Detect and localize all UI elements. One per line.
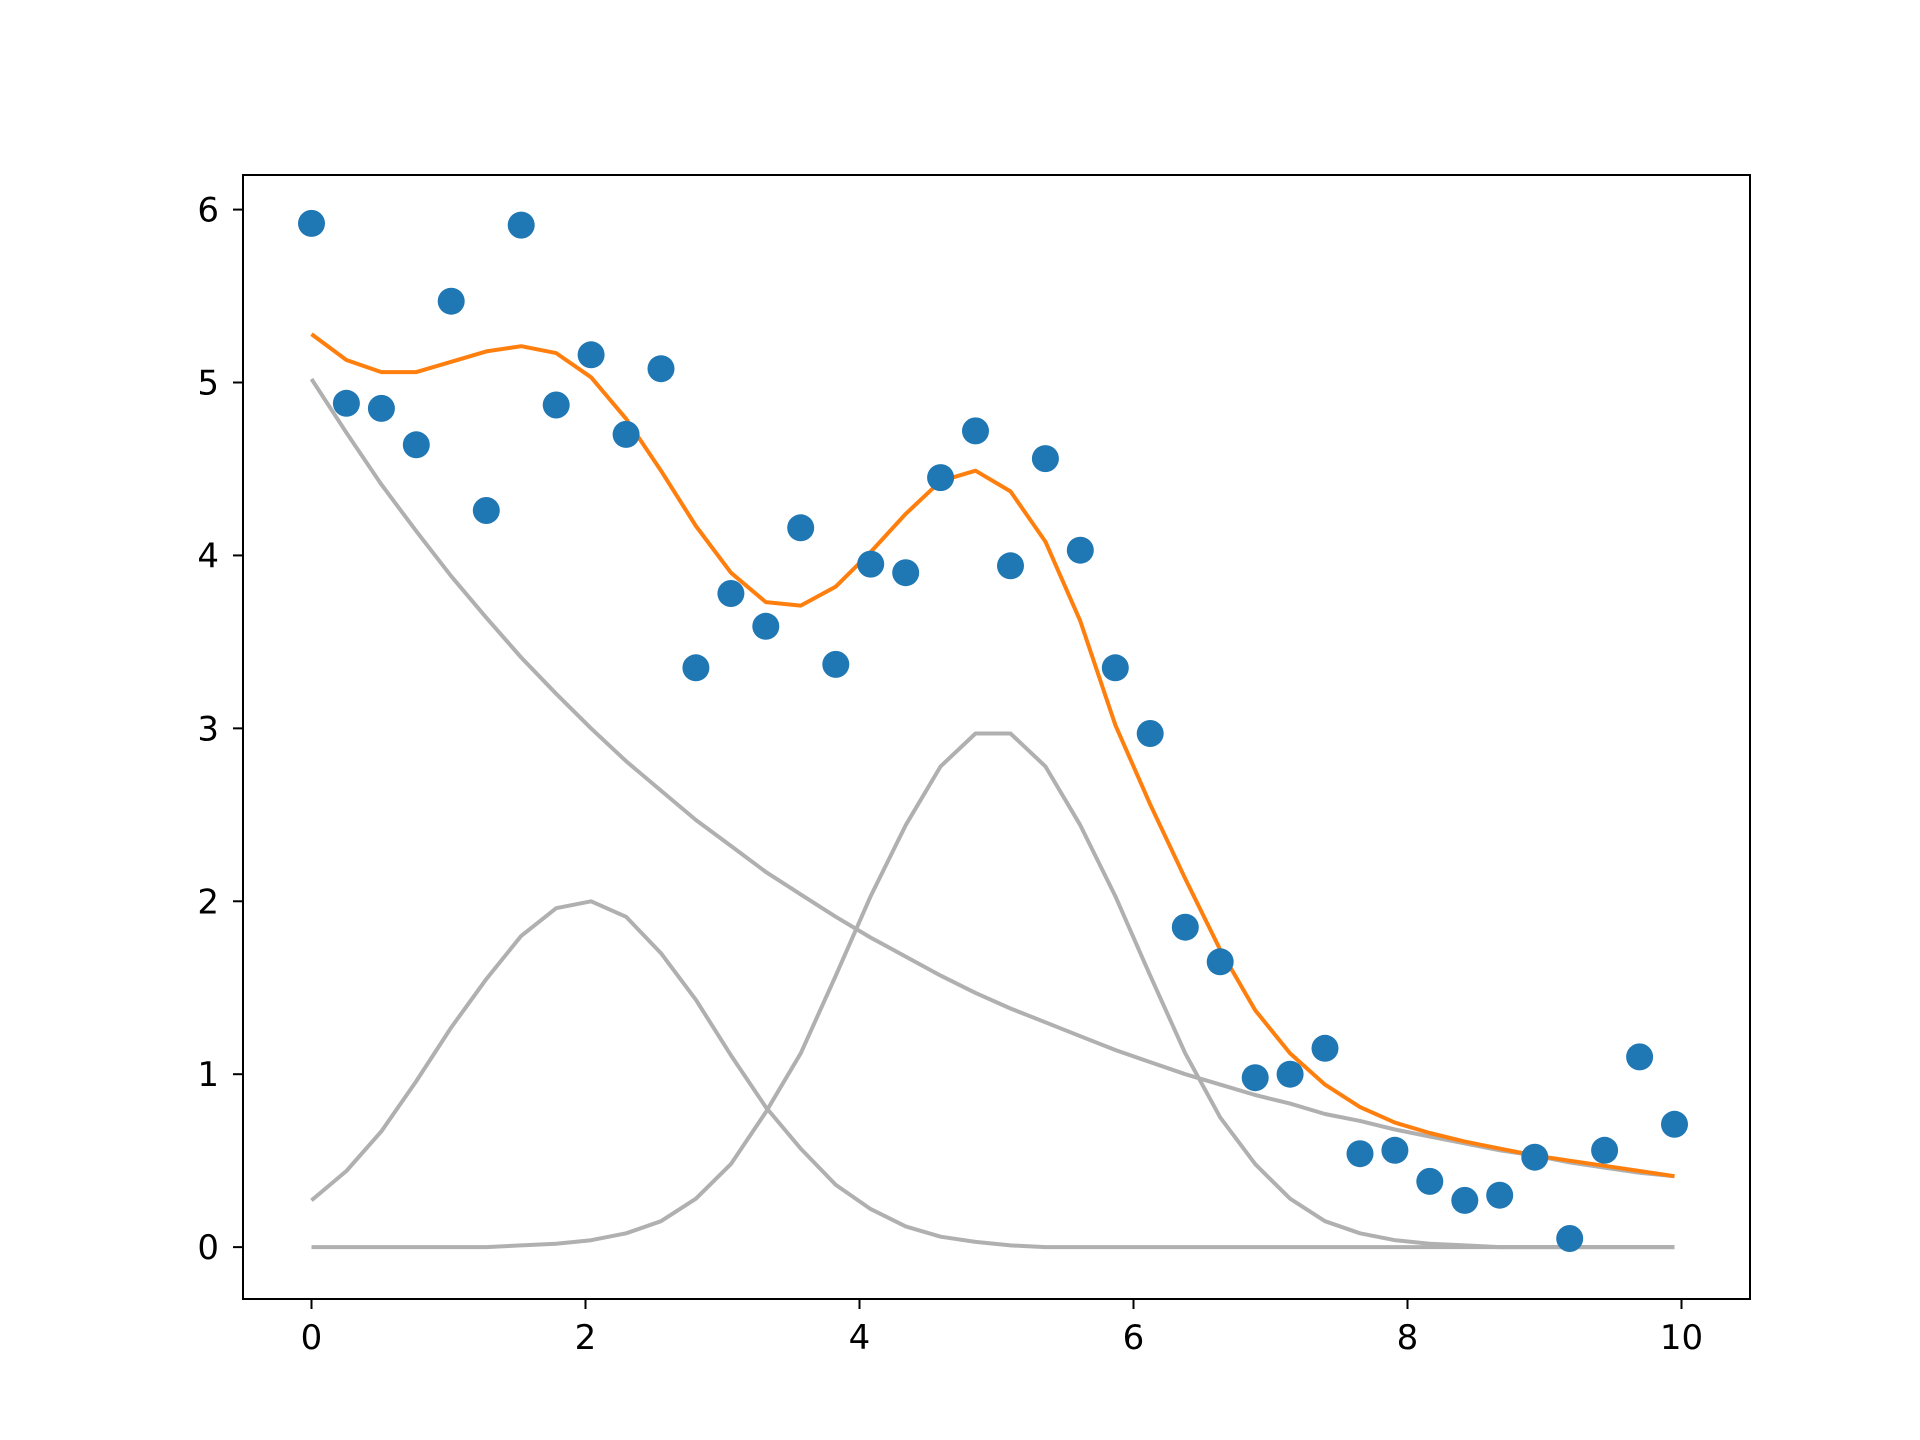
data-point (472, 497, 500, 524)
x-tick-label: 0 (301, 1318, 323, 1358)
data-point (332, 389, 360, 417)
data-point (752, 612, 780, 640)
data-point (1591, 1136, 1619, 1164)
x-tick-label: 2 (575, 1318, 597, 1358)
data-points (298, 209, 1688, 1252)
component-line-3 (311, 731, 1675, 1250)
data-point (1276, 1060, 1304, 1088)
data-point (1066, 536, 1094, 564)
data-point (367, 394, 395, 422)
x-tick-label: 4 (849, 1318, 871, 1358)
x-tick-label: 10 (1660, 1318, 1703, 1358)
data-point (892, 559, 920, 587)
x-tick-label: 6 (1123, 1318, 1145, 1358)
data-point (1346, 1140, 1374, 1168)
y-tick-label: 0 (197, 1228, 219, 1268)
x-tick-label: 8 (1397, 1318, 1419, 1358)
data-point (927, 464, 955, 492)
data-point (682, 654, 710, 682)
data-point (1451, 1186, 1479, 1214)
data-point (717, 580, 745, 607)
y-tick-label: 1 (197, 1055, 219, 1095)
component-line-1 (309, 377, 1675, 1179)
data-point (1136, 720, 1164, 747)
component-curves (309, 377, 1675, 1250)
data-point (1206, 948, 1234, 976)
y-tick-label: 5 (197, 364, 219, 404)
data-point (857, 550, 885, 578)
data-point (298, 209, 325, 237)
data-point (1556, 1225, 1584, 1252)
data-point (1486, 1181, 1514, 1209)
data-point (962, 417, 989, 445)
y-axis-ticks: 0 1 2 3 4 5 6 (197, 191, 243, 1268)
data-point (1521, 1143, 1549, 1171)
data-point (1661, 1110, 1688, 1138)
data-point (1416, 1167, 1444, 1195)
plot-frame (242, 174, 1751, 1300)
data-point (437, 287, 465, 315)
y-tick-label: 4 (197, 536, 219, 576)
x-axis-ticks: 0 2 4 6 8 10 (301, 1299, 1703, 1358)
data-point (1101, 654, 1129, 682)
data-point (647, 355, 675, 383)
data-point (577, 341, 605, 369)
y-tick-label: 2 (197, 882, 219, 922)
data-point (1381, 1136, 1409, 1164)
y-tick-label: 6 (197, 191, 219, 231)
data-point (1311, 1034, 1339, 1062)
data-point (507, 211, 535, 239)
data-point (1241, 1064, 1269, 1092)
y-tick-label: 3 (197, 709, 219, 749)
data-point (1171, 913, 1199, 941)
data-point (787, 514, 815, 542)
data-point (1031, 445, 1059, 473)
data-point (542, 391, 570, 419)
data-point (612, 420, 640, 448)
data-point (997, 552, 1024, 580)
data-point (822, 650, 850, 678)
data-point (1626, 1043, 1654, 1071)
component-line-2 (310, 899, 1675, 1250)
data-point (402, 431, 430, 459)
fit-curve-layer (310, 332, 1675, 1179)
fit-line (310, 332, 1675, 1179)
